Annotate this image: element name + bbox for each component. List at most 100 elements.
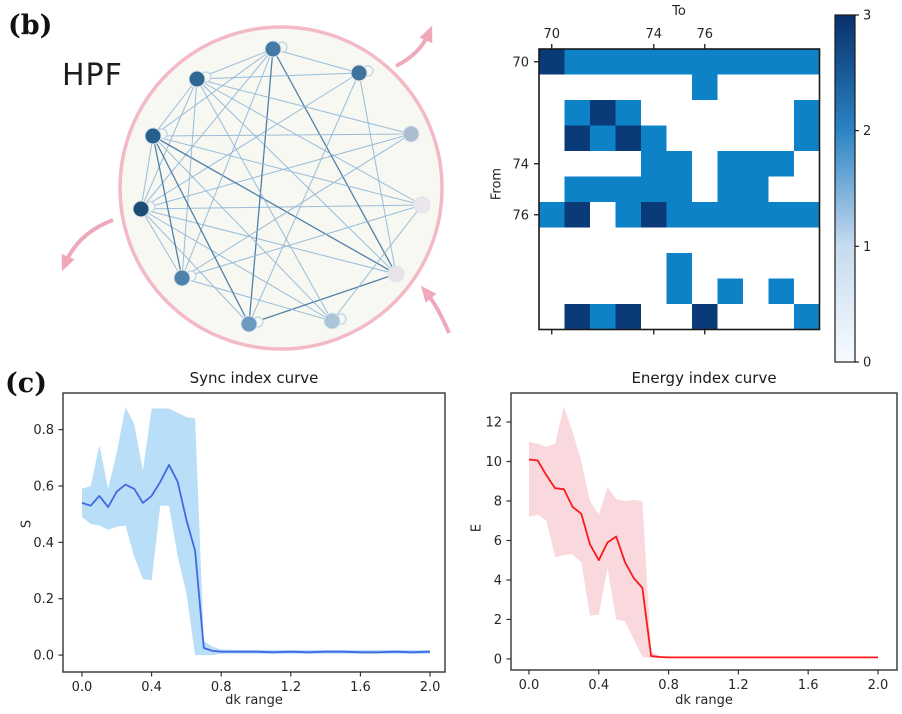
network-node bbox=[350, 64, 368, 82]
sync-x-tick-label: 0.8 bbox=[211, 680, 232, 695]
heatmap-cell bbox=[615, 202, 642, 228]
network-edge bbox=[331, 204, 423, 322]
heatmap-cell bbox=[768, 227, 795, 254]
heatmap-cell bbox=[615, 74, 642, 101]
heatmap-cell bbox=[692, 202, 718, 228]
energy-x-tick-label: 1.2 bbox=[728, 678, 749, 693]
heatmap-cell bbox=[768, 100, 795, 126]
heatmap-x-tick-label: 74 bbox=[645, 27, 662, 42]
network-edge bbox=[152, 78, 198, 137]
network-node bbox=[413, 196, 431, 214]
heatmap-cell bbox=[717, 202, 744, 228]
heatmap-border bbox=[538, 48, 821, 331]
heatmap-cell bbox=[615, 304, 642, 330]
heatmap-cell bbox=[794, 253, 820, 279]
network-edge bbox=[196, 72, 360, 80]
heatmap-cell bbox=[564, 176, 591, 203]
heatmap-cell bbox=[641, 74, 667, 101]
network-title: HPF bbox=[62, 58, 123, 93]
heatmap-cell bbox=[590, 227, 616, 254]
heatmap-cell bbox=[641, 278, 667, 305]
energy-x-tick-label: 2.0 bbox=[868, 678, 889, 693]
heatmap-cell bbox=[539, 151, 565, 177]
energy-x-axis-title: dk range bbox=[675, 693, 733, 708]
network-edge bbox=[181, 133, 412, 279]
heatmap-cell bbox=[666, 202, 693, 228]
heatmap-cell bbox=[743, 74, 769, 101]
heatmap-cell bbox=[641, 253, 667, 279]
heatmap-cell bbox=[666, 100, 693, 126]
heatmap-cell bbox=[717, 125, 744, 152]
heatmap-cell bbox=[615, 49, 642, 75]
heatmap-cell bbox=[794, 176, 820, 203]
network-edge bbox=[272, 48, 360, 74]
colorbar bbox=[834, 14, 856, 363]
heatmap-cell bbox=[666, 227, 693, 254]
heatmap-cell bbox=[539, 227, 565, 254]
heatmap-x-tick-label: 70 bbox=[543, 27, 560, 42]
heatmap-cell bbox=[692, 227, 718, 254]
energy-x-tick-label: 1.6 bbox=[798, 678, 819, 693]
heatmap-x-axis-title: To bbox=[672, 4, 686, 19]
heatmap-cell bbox=[794, 304, 820, 330]
energy-y-tick-label: 8 bbox=[494, 494, 502, 509]
heatmap-cell bbox=[692, 100, 718, 126]
network-node bbox=[132, 200, 150, 218]
heatmap-cell bbox=[794, 151, 820, 177]
network-edge bbox=[181, 78, 198, 279]
heatmap-cell bbox=[641, 176, 667, 203]
energy-plot-border bbox=[510, 392, 898, 671]
heatmap-cell bbox=[539, 202, 565, 228]
network-edge bbox=[140, 208, 250, 325]
network-edge bbox=[140, 135, 154, 210]
arrow-in-bottom-right-icon bbox=[421, 285, 451, 334]
arrow-out-top-right-icon bbox=[395, 25, 433, 68]
heatmap-cell bbox=[768, 125, 795, 152]
heatmap-cell bbox=[590, 176, 616, 203]
heatmap-cell bbox=[717, 74, 744, 101]
network-edge bbox=[181, 277, 333, 322]
heatmap-cell bbox=[615, 125, 642, 152]
heatmap-cell bbox=[641, 125, 667, 152]
heatmap-cell bbox=[590, 304, 616, 330]
network-edge bbox=[181, 48, 274, 279]
network-edge bbox=[140, 78, 198, 210]
colorbar-tick-label: 3 bbox=[863, 9, 871, 24]
heatmap-cell bbox=[539, 74, 565, 101]
heatmap-cell bbox=[590, 278, 616, 305]
heatmap-cell bbox=[564, 278, 591, 305]
heatmap-cell bbox=[717, 100, 744, 126]
energy-chart-title: Energy index curve bbox=[631, 369, 777, 387]
heatmap-cell bbox=[692, 304, 718, 330]
heatmap-cell bbox=[666, 253, 693, 279]
network-edge bbox=[152, 133, 412, 137]
network-edge bbox=[152, 135, 333, 322]
energy-curve bbox=[528, 458, 878, 659]
heatmap-cell bbox=[743, 151, 769, 177]
network-node bbox=[173, 269, 191, 287]
heatmap-cell bbox=[794, 202, 820, 228]
heatmap-cell bbox=[564, 202, 591, 228]
heatmap-cell bbox=[717, 227, 744, 254]
sync-x-tick-label: 1.6 bbox=[350, 680, 371, 695]
heatmap-cell bbox=[768, 49, 795, 75]
heatmap-cell bbox=[666, 74, 693, 101]
heatmap-cell bbox=[717, 253, 744, 279]
heatmap-cell bbox=[666, 278, 693, 305]
heatmap-cell bbox=[692, 176, 718, 203]
network-edge bbox=[196, 78, 423, 206]
heatmap-cell bbox=[666, 49, 693, 75]
network-edge bbox=[152, 48, 274, 137]
network-edge bbox=[248, 72, 360, 325]
colorbar-tick-label: 0 bbox=[863, 356, 871, 371]
heatmap-cell bbox=[564, 227, 591, 254]
network-edge bbox=[196, 78, 333, 322]
heatmap-cell bbox=[794, 227, 820, 254]
energy-y-tick-label: 12 bbox=[485, 416, 502, 431]
heatmap-cell bbox=[539, 49, 565, 75]
heatmap-cell bbox=[692, 125, 718, 152]
energy-y-tick-label: 2 bbox=[494, 613, 502, 628]
heatmap-cell bbox=[717, 151, 744, 177]
sync-y-tick-label: 0.4 bbox=[33, 536, 54, 551]
